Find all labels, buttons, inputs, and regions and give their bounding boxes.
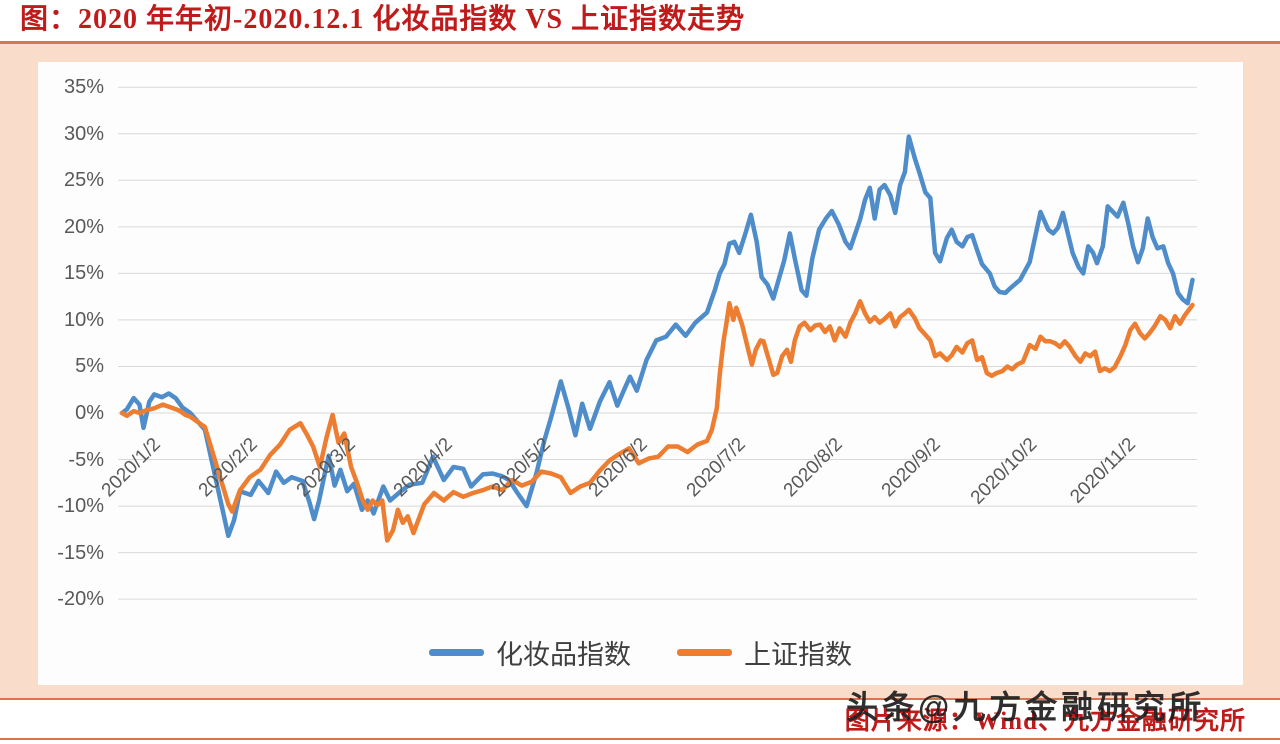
y-tick-label: -10% <box>57 495 104 517</box>
legend-label: 化妆品指数 <box>496 640 631 670</box>
legend-item-cosmetics: 化妆品指数 <box>429 633 631 672</box>
image-source-text: 图片来源：Wind、九方金融研究所 <box>844 708 1246 735</box>
series-line-sse-index <box>119 299 1195 543</box>
series-line-cosmetics-index <box>119 134 1195 539</box>
y-tick-label: 30% <box>63 123 104 145</box>
y-tick-label: 15% <box>63 262 104 284</box>
y-tick-label: 5% <box>75 355 104 377</box>
chart-card: 化妆品指数 上证指数 35% 30% 25% 20% 15% 10% 5% 0% -5% -10%… <box>38 62 1243 685</box>
watermark-text: 头条@九方金融研究所 <box>846 689 1206 725</box>
figure-title: 图：2020 年年初-2020.12.1 化妆品指数 VS 上证指数走势 <box>0 0 1280 41</box>
y-tick-label: -5% <box>68 449 104 471</box>
y-tick-label: 0% <box>75 402 104 424</box>
y-tick-label: -15% <box>57 542 104 564</box>
chart-canvas <box>118 86 1197 600</box>
y-tick-label: 25% <box>63 169 104 191</box>
title-divider-line <box>0 41 1280 44</box>
legend-swatch <box>429 649 484 656</box>
y-tick-label: 35% <box>63 76 104 98</box>
footer-divider-line-top <box>0 698 1280 700</box>
y-tick-label: 10% <box>63 309 104 331</box>
y-tick-label: -20% <box>57 588 104 610</box>
legend-label: 上证指数 <box>744 640 852 670</box>
legend-item-sse: 上证指数 <box>677 633 852 672</box>
legend: 化妆品指数 上证指数 <box>38 633 1243 672</box>
legend-swatch <box>677 649 732 656</box>
footer-divider-line-bottom <box>0 738 1280 740</box>
y-tick-label: 20% <box>63 216 104 238</box>
